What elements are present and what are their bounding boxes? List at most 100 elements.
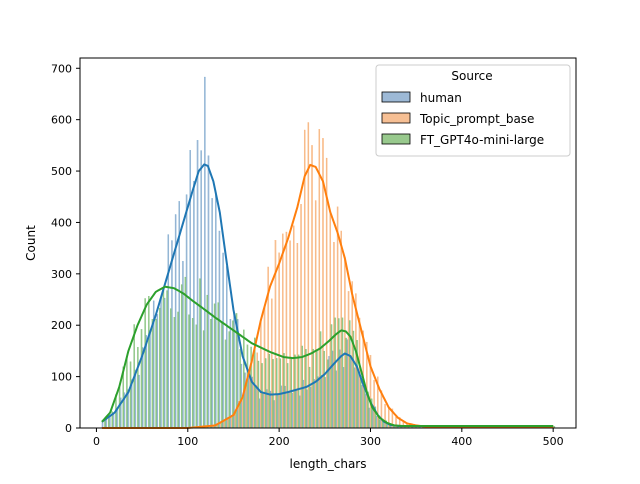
histogram-bar (288, 392, 289, 428)
histogram-bar (227, 420, 228, 428)
histogram-bar (369, 408, 370, 428)
histogram-bar (142, 347, 143, 428)
histogram-bar (242, 398, 243, 428)
histogram-bar (276, 358, 277, 428)
histogram-bar (342, 318, 343, 428)
y-tick-label: 200 (51, 319, 72, 332)
histogram-bar (117, 409, 118, 428)
histogram-bar (244, 373, 245, 428)
histogram-bar (215, 193, 216, 428)
histogram-bar (218, 303, 219, 428)
x-tick-label: 0 (93, 435, 100, 448)
y-tick-label: 600 (51, 114, 72, 127)
histogram-bar (271, 299, 272, 428)
legend-title: Source (451, 69, 492, 83)
histogram-bar (243, 330, 244, 428)
histogram-bar (219, 231, 220, 428)
histogram-bar (119, 387, 120, 428)
histogram-bar (344, 257, 345, 428)
histogram-bar (296, 390, 297, 428)
histogram-bar (224, 421, 225, 428)
histogram-bar (281, 386, 282, 428)
x-tick-label: 500 (543, 435, 564, 448)
histogram-bar (246, 384, 247, 428)
legend-label: human (420, 91, 462, 105)
histogram-bar (330, 213, 331, 428)
histogram-bar (350, 358, 351, 428)
histogram-bar (135, 370, 136, 428)
histogram-bar (313, 349, 314, 428)
histogram-bar (297, 243, 298, 428)
y-axis-label: Count (24, 225, 38, 261)
histogram-bar (182, 261, 183, 428)
legend-swatch (382, 134, 410, 144)
histogram-bar (212, 198, 213, 428)
y-tick-label: 100 (51, 371, 72, 384)
histogram-bar (328, 356, 329, 428)
legend: Source human Topic_prompt_base FT_GPT4o-mi… (376, 65, 570, 156)
histogram-bar (282, 234, 283, 428)
histogram-bar (298, 355, 299, 428)
y-tick-label: 300 (51, 268, 72, 281)
histogram-bar (185, 277, 186, 428)
histogram-bar (241, 364, 242, 428)
histogram-bar (299, 396, 300, 428)
histogram-bar (255, 385, 256, 428)
histogram-bar (263, 393, 264, 428)
histogram-bar (287, 363, 288, 428)
legend-label: Topic_prompt_base (419, 112, 534, 126)
histogram-bar (138, 375, 139, 428)
histogram-bar (137, 347, 138, 428)
histogram-bar (145, 298, 146, 428)
histogram-bar (314, 379, 315, 428)
histogram-bar (283, 353, 284, 428)
histogram-bar (104, 421, 105, 428)
histogram-bar (360, 378, 361, 428)
histogram-bar (381, 391, 382, 428)
legend-label: FT_GPT4o-mini-large (420, 133, 544, 147)
histogram-bar (160, 298, 161, 428)
histogram-bar (149, 333, 150, 428)
histogram-bar (347, 340, 348, 428)
histogram-bar (177, 312, 178, 428)
histogram-bar (289, 241, 290, 428)
histogram-bar (261, 363, 262, 428)
histogram-bar (257, 353, 258, 428)
histogram-bar (358, 372, 359, 428)
histogram-bar (286, 232, 287, 428)
histogram-bar (163, 289, 164, 428)
histogram-bar (315, 200, 316, 428)
histogram-bar (259, 399, 260, 428)
x-tick-label: 400 (451, 435, 472, 448)
histogram-bar (307, 390, 308, 428)
histogram-bar (352, 281, 353, 428)
histogram-bar (374, 380, 375, 428)
histogram-bar (384, 404, 385, 428)
histogram-bar (113, 413, 114, 428)
histogram-bar (157, 314, 158, 428)
histogram-bar (361, 385, 362, 428)
histogram-bar (207, 295, 208, 428)
histogram-bar (196, 325, 197, 428)
histogram-bar (148, 296, 149, 428)
histogram-bar (188, 315, 189, 428)
histogram-bar (223, 253, 224, 428)
histogram-bar (130, 362, 131, 428)
histogram-bar (208, 156, 209, 428)
histogram-bar (260, 320, 261, 428)
y-tick-label: 700 (51, 62, 72, 75)
histogram-bar (343, 367, 344, 428)
histogram-bar (293, 226, 294, 428)
histogram-bar (203, 331, 204, 428)
histogram-bar (221, 321, 222, 428)
histogram-bar (269, 354, 270, 428)
histogram-bar (321, 375, 322, 428)
histogram-bar (201, 151, 202, 429)
histogram-bar (199, 279, 200, 428)
histogram-bar (193, 181, 194, 428)
histogram-bar (291, 357, 292, 428)
histogram-bar (247, 345, 248, 428)
histogram-bar (225, 340, 226, 428)
histogram-bar (229, 332, 230, 429)
